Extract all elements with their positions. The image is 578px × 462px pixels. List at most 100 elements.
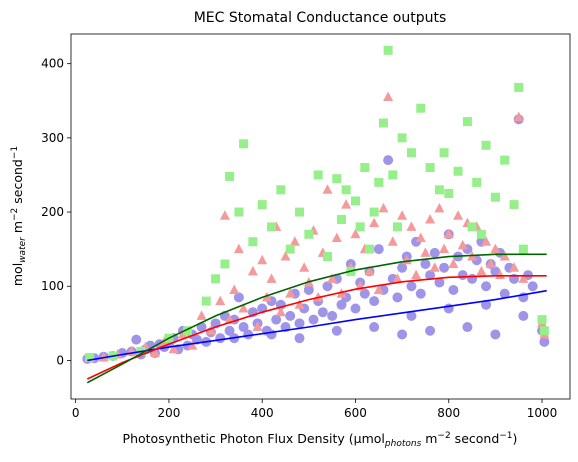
series-circle-point [481, 281, 492, 292]
series-circle-point [392, 292, 403, 303]
x-tick-label: 600 [344, 406, 367, 420]
series-triangle-point [513, 111, 524, 122]
series-square-point [374, 177, 384, 187]
x-tick-label: 800 [437, 406, 460, 420]
series-triangle-point [196, 310, 207, 320]
series-triangle-point [406, 221, 417, 231]
series-square-point [220, 259, 230, 269]
series-square-point [444, 189, 454, 199]
series-square-point [476, 229, 486, 239]
series-triangle-point [219, 210, 230, 220]
series-circle-point [271, 314, 282, 325]
fit-lines [86, 253, 547, 384]
series-triangle-point [187, 340, 198, 350]
series-triangle-point [350, 228, 361, 239]
series-circle-point [238, 322, 249, 333]
series-triangle-point [490, 243, 501, 254]
series-triangle-point [443, 228, 454, 239]
series-circle-point [539, 336, 550, 347]
series-square-point [285, 244, 295, 254]
series-square-point [439, 148, 449, 158]
series-square-point [481, 140, 491, 150]
series-square-point [537, 315, 547, 325]
series-square-point [304, 229, 314, 239]
series-square-point [336, 214, 346, 224]
plot-area [70, 33, 571, 400]
series-square-point [369, 207, 379, 217]
series-circle-point [243, 329, 254, 340]
series-square-point [322, 252, 332, 262]
series-circle-point [406, 310, 417, 321]
series-triangle-point [364, 265, 375, 276]
series-circle-point [131, 334, 142, 345]
series-circle-point [369, 296, 380, 307]
series-square-point [539, 326, 549, 336]
series-square-point [267, 222, 277, 232]
series-triangle-point [341, 199, 352, 209]
series-circle-point [327, 310, 338, 321]
x-tick-label: 200 [157, 406, 180, 420]
series-triangle-point [448, 258, 459, 268]
series-square-point [234, 207, 244, 217]
series-triangle-point [205, 325, 216, 335]
series-circle-point [303, 284, 314, 295]
series-square-point [211, 274, 221, 284]
series-square-point [341, 185, 351, 195]
series-circle-point [224, 325, 235, 336]
series-circle-point [462, 322, 473, 333]
series-triangle-point [313, 291, 324, 302]
series-triangle-point [411, 269, 422, 280]
x-tick-label: 1000 [527, 406, 558, 420]
series-triangle-point [331, 232, 342, 243]
y-tick-label: 100 [41, 279, 64, 293]
series-triangle-point [476, 265, 487, 276]
series-square-point [360, 163, 370, 173]
series-circle-point [397, 329, 408, 340]
series-circle-point [285, 310, 296, 321]
series-triangle-point [247, 265, 258, 276]
x-axis-ticks: 0 200 400 600 800 1000 [72, 399, 557, 420]
series-circle-point [518, 310, 529, 321]
series-square-point [183, 326, 193, 336]
series-circle-point [266, 329, 277, 340]
series-square-point [406, 148, 416, 158]
series-square-point [332, 174, 342, 184]
series-triangle-point [485, 258, 496, 268]
y-tick-label: 0 [56, 353, 64, 367]
series-triangle-point [168, 343, 179, 354]
series-triangle-point [149, 347, 160, 358]
chart-title: MEC Stomatal Conductance outputs [194, 10, 447, 26]
series-triangle-point [294, 299, 305, 309]
series-triangle-point [233, 243, 244, 254]
series-circle-point [369, 322, 380, 333]
series-circle-point [415, 288, 426, 299]
series-triangle-point [481, 236, 492, 246]
series-circle-point [294, 333, 305, 344]
series-square-point [514, 82, 524, 92]
series-triangle-point [495, 269, 506, 280]
series-square-point [453, 166, 463, 176]
series-square-point [500, 155, 510, 165]
series-square-point [416, 103, 426, 113]
series-circle-point [420, 258, 431, 269]
series-triangle-point [415, 232, 426, 243]
series-triangle-point [509, 262, 520, 272]
axes-frame [70, 33, 571, 400]
series-square-point [248, 237, 258, 247]
series-triangle-point [387, 236, 398, 246]
series-square-point [364, 244, 374, 254]
series-triangle-point [397, 210, 408, 220]
series-triangle-point [289, 236, 300, 246]
series-triangle-point [229, 284, 240, 294]
series-square-point [383, 45, 393, 55]
series-circle-point [490, 329, 501, 340]
x-tick-label: 0 [72, 406, 80, 420]
series-triangle-point [457, 239, 468, 250]
series-square-point [397, 133, 407, 143]
series-triangle-point [453, 210, 464, 220]
series-circle-point [499, 288, 510, 299]
series-circle-point [448, 284, 459, 295]
fit-line-2 [86, 253, 547, 384]
series-square-point [425, 163, 435, 173]
series-square-point [467, 222, 477, 232]
